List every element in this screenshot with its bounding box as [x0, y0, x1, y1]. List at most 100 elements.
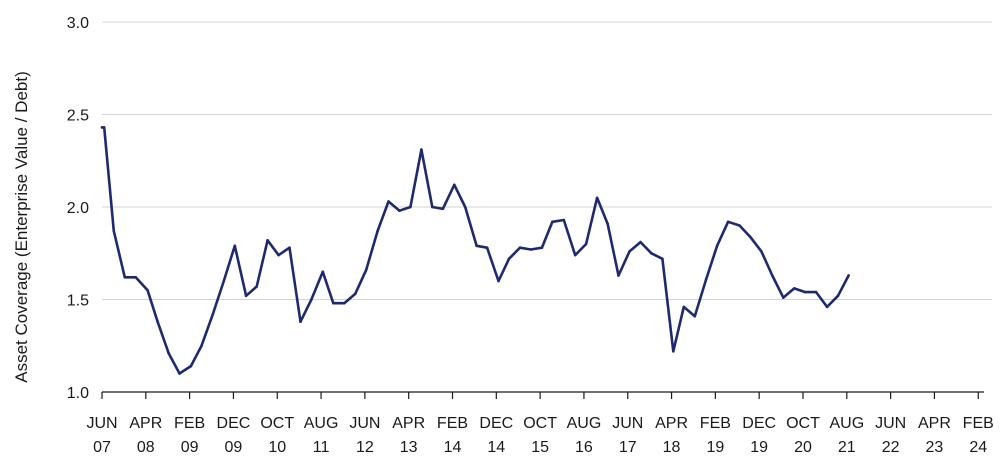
- x-tick-label-year: 14: [487, 439, 505, 456]
- data-point: [299, 320, 302, 324]
- data-point: [628, 250, 631, 253]
- data-point: [518, 246, 522, 249]
- x-tick-label-year: 19: [750, 439, 768, 456]
- data-point: [200, 344, 203, 348]
- x-tick-label-year: 17: [619, 439, 637, 456]
- x-tick-label-month: FEB: [700, 415, 731, 432]
- x-tick-label-year: 24: [969, 439, 987, 456]
- y-tick-label: 1.0: [67, 385, 89, 402]
- x-axis-tick-labels: JUN 07 APR 08 FEB 09 DEC 09 OCT 10 AUG 11 JUN 12 APR 13…: [86, 415, 993, 456]
- data-point: [507, 257, 511, 261]
- data-point: [748, 235, 752, 238]
- data-point: [189, 364, 193, 368]
- data-point: [836, 294, 840, 298]
- data-point: [288, 246, 291, 249]
- x-tick-label-month: DEC: [742, 415, 776, 432]
- x-tick-label-year: 10: [268, 439, 286, 456]
- x-tick-label-year: 23: [926, 439, 944, 456]
- data-point: [364, 268, 368, 272]
- data-point: [441, 207, 445, 211]
- y-axis-label: Asset Coverage (Enterprise Value / Debt): [12, 71, 31, 383]
- y-tick-label: 3.0: [67, 15, 89, 32]
- x-tick-label-month: APR: [918, 415, 951, 432]
- x-tick-label-year: 07: [93, 439, 111, 456]
- data-point: [693, 314, 697, 318]
- y-axis-tick-labels: 1.0 1.5 2.0 2.5 3.0: [67, 15, 89, 402]
- data-point: [803, 290, 807, 294]
- x-tick-label-year: 13: [400, 439, 418, 456]
- data-point: [233, 244, 237, 248]
- series-layer: [100, 126, 850, 375]
- data-point: [134, 276, 137, 279]
- x-tick-label-month: JUN: [875, 415, 906, 432]
- x-axis: [101, 391, 984, 399]
- data-point: [639, 240, 642, 244]
- x-tick-label-month: OCT: [260, 415, 294, 432]
- data-point: [782, 296, 785, 299]
- data-point: [726, 220, 730, 224]
- data-point: [551, 220, 554, 224]
- x-tick-label-year: 21: [838, 439, 856, 456]
- data-point: [244, 294, 248, 298]
- x-tick-label-month: APR: [392, 415, 425, 432]
- x-tick-label-month: DEC: [217, 415, 251, 432]
- x-tick-label-month: FEB: [963, 415, 994, 432]
- data-point: [672, 350, 675, 353]
- data-point: [463, 205, 467, 209]
- data-point: [529, 248, 533, 251]
- x-tick-label-month: AUG: [567, 415, 602, 432]
- x-tick-label-month: OCT: [523, 415, 557, 432]
- x-tick-label-year: 11: [313, 439, 330, 456]
- x-tick-label-year: 22: [882, 439, 900, 456]
- data-point: [453, 183, 456, 187]
- x-tick-label-month: JUN: [349, 415, 380, 432]
- x-tick-label-month: FEB: [174, 415, 205, 432]
- data-point: [475, 244, 478, 248]
- data-point: [123, 276, 127, 279]
- x-tick-label-year: 18: [663, 439, 681, 456]
- data-point: [595, 196, 599, 200]
- data-point: [387, 200, 390, 203]
- data-point: [650, 252, 653, 255]
- x-tick-label-month: FEB: [437, 415, 468, 432]
- data-point: [146, 289, 149, 292]
- x-tick-label-year: 09: [225, 439, 243, 456]
- x-tick-label-month: APR: [129, 415, 162, 432]
- y-tick-label: 2.5: [67, 108, 89, 125]
- series-line: [100, 126, 850, 375]
- x-tick-label-month: AUG: [304, 415, 339, 432]
- data-point: [682, 305, 686, 309]
- data-point: [409, 205, 412, 209]
- x-tick-label-year: 16: [575, 439, 593, 456]
- x-tick-label-month: APR: [655, 415, 688, 432]
- data-point: [112, 229, 116, 233]
- data-point: [584, 242, 588, 246]
- data-point: [792, 287, 796, 290]
- data-point: [485, 246, 489, 249]
- x-tick-label-year: 14: [444, 439, 462, 456]
- data-point: [178, 372, 181, 375]
- x-tick-label-year: 09: [181, 439, 199, 456]
- data-point: [661, 257, 664, 261]
- data-point: [573, 253, 577, 257]
- data-point: [497, 279, 500, 283]
- data-point: [704, 277, 708, 281]
- x-tick-label-year: 19: [706, 439, 724, 456]
- gridlines: [102, 21, 992, 300]
- x-tick-label-year: 15: [531, 439, 549, 456]
- data-point: [420, 148, 423, 151]
- data-point: [562, 218, 566, 222]
- x-tick-label-year: 20: [794, 439, 812, 456]
- data-point: [715, 244, 719, 248]
- data-point: [540, 246, 544, 249]
- data-point: [771, 274, 774, 277]
- data-point: [353, 292, 357, 296]
- data-point: [343, 301, 346, 305]
- data-point: [222, 279, 226, 283]
- data-point: [266, 239, 269, 242]
- x-tick-label-month: DEC: [479, 415, 513, 432]
- data-point: [738, 224, 741, 227]
- x-tick-label-year: 12: [356, 439, 374, 456]
- data-point: [255, 285, 258, 288]
